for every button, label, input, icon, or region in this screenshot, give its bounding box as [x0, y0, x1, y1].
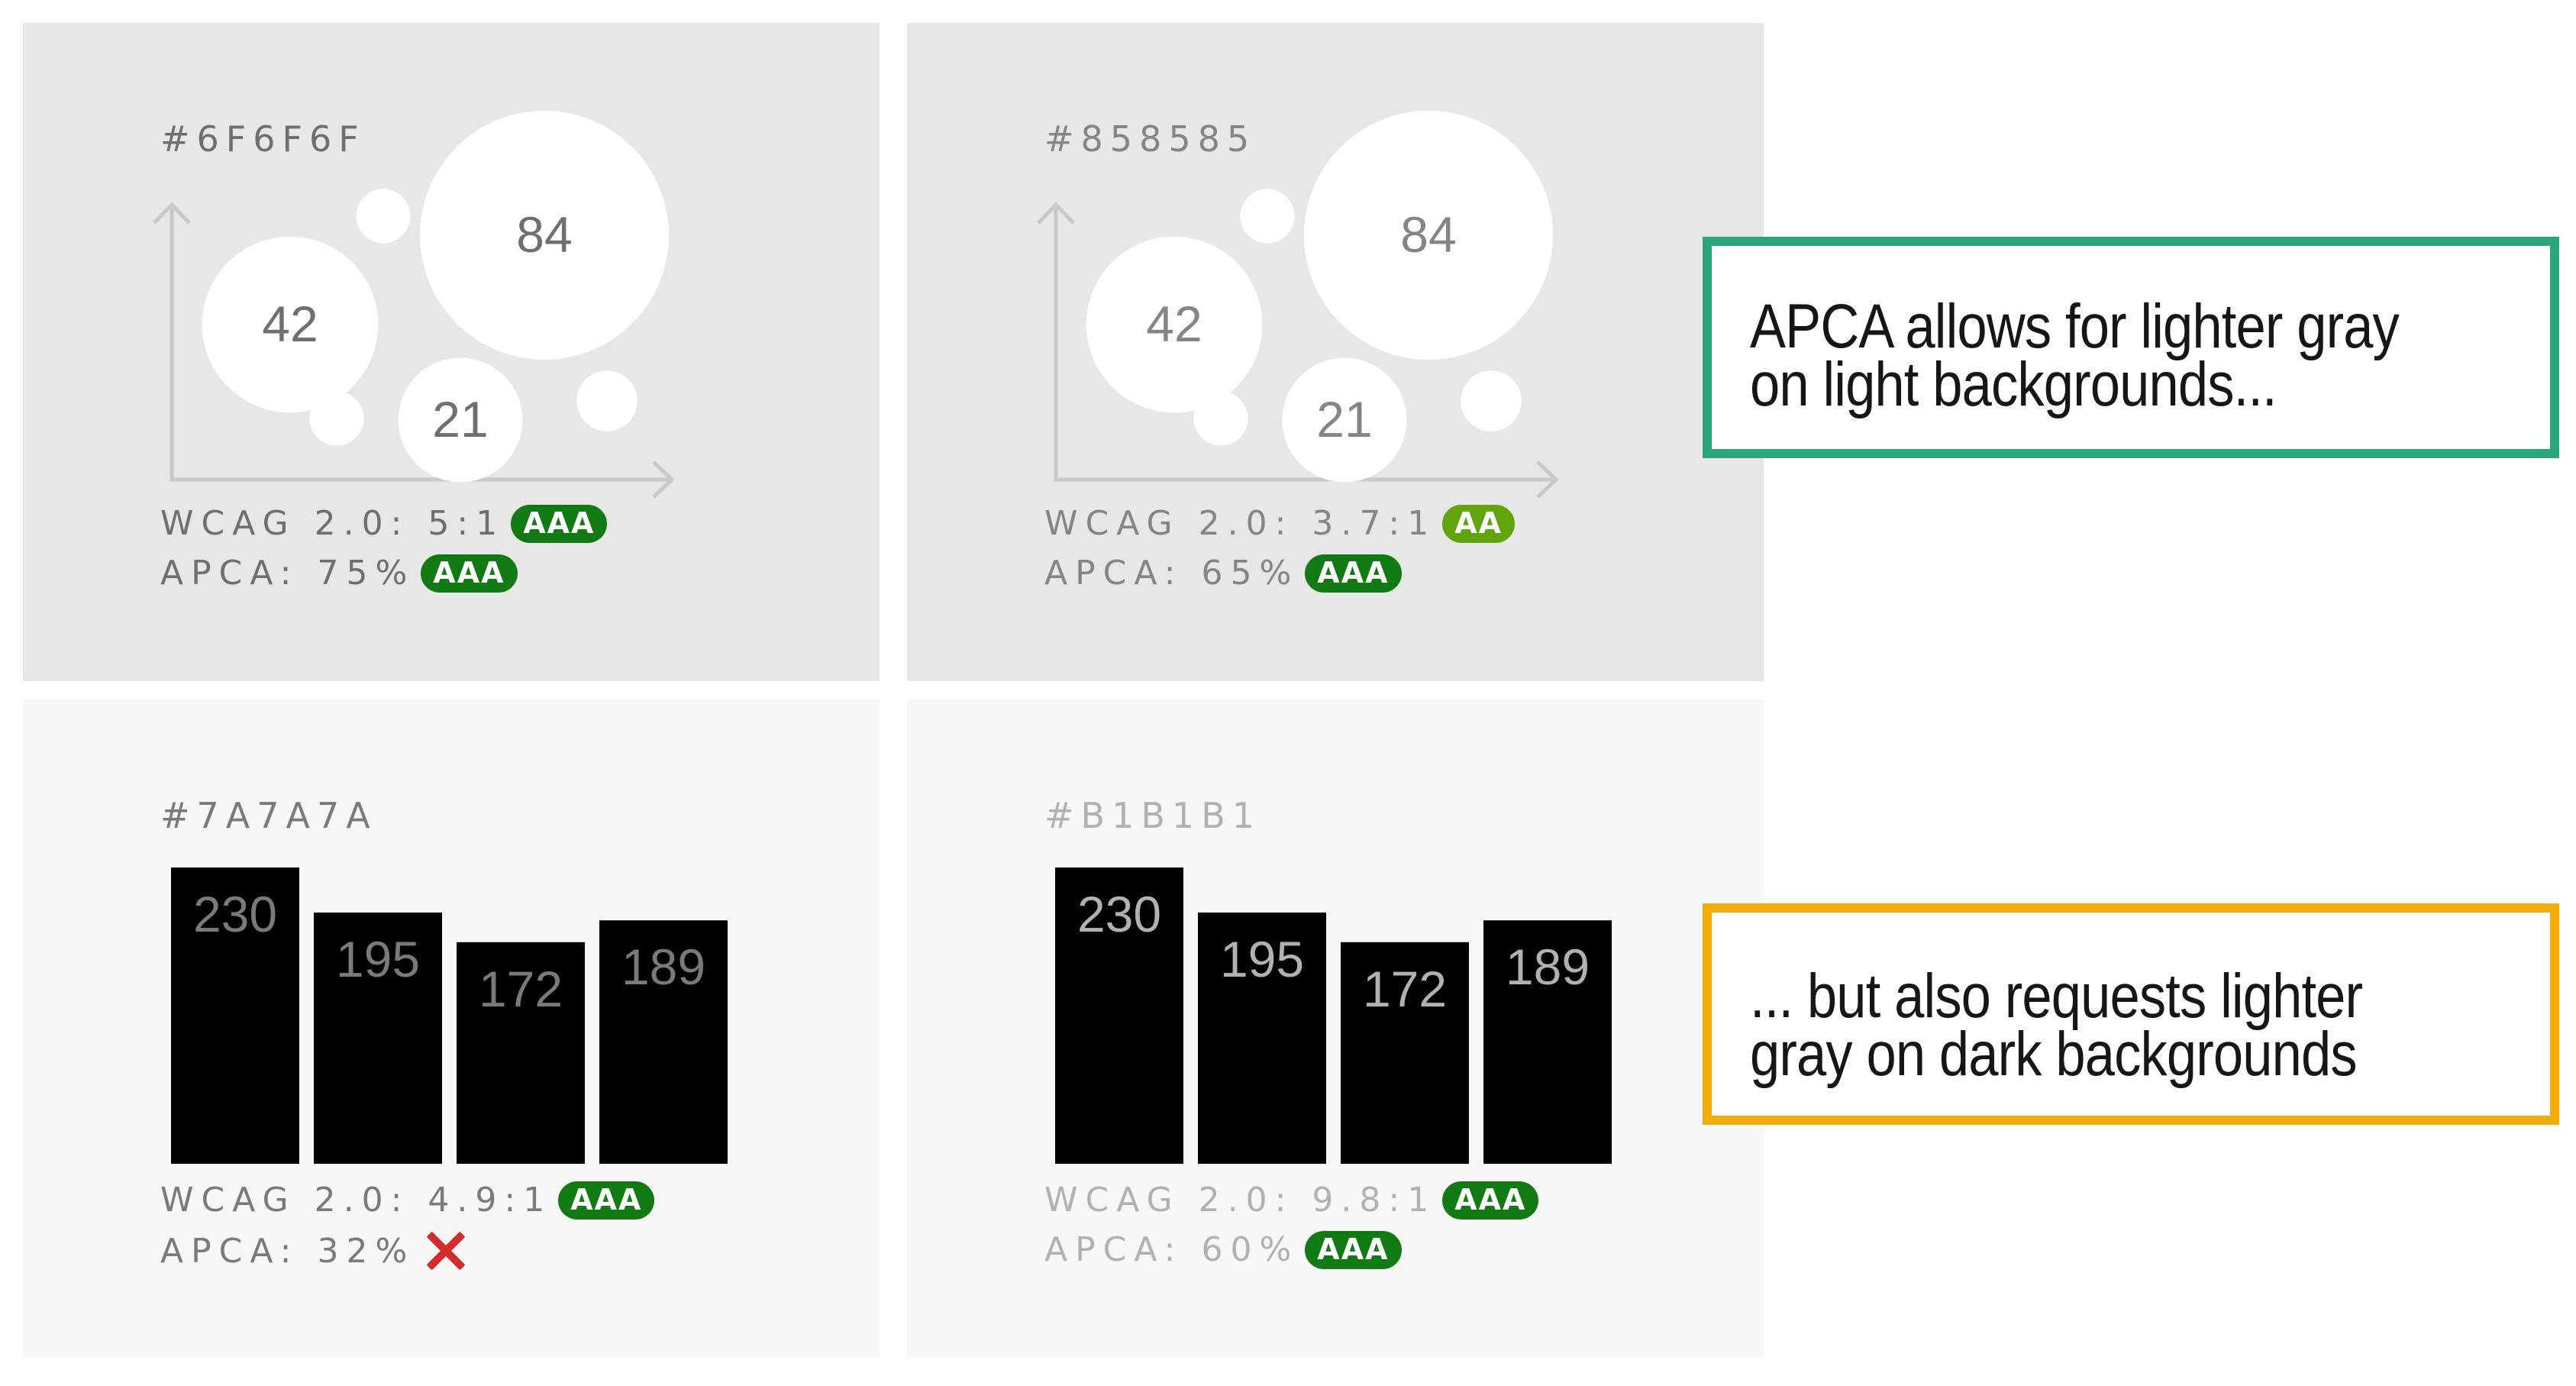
bubble-value-label: 84	[516, 206, 572, 263]
wcag-badge: AAA	[511, 504, 608, 543]
bar	[314, 913, 442, 1164]
bubble-value-label: 84	[1400, 206, 1456, 263]
wcag-badge: AAA	[558, 1181, 655, 1220]
apca-metric: APCA: 32%	[160, 1230, 466, 1271]
callout-line: APCA allows for lighter gray	[1750, 292, 2400, 361]
apca-badge: AAA	[1305, 554, 1402, 593]
wcag-metric: WCAG 2.0: 4.9:1 AAA	[160, 1181, 655, 1220]
apca-label: APCA: 32%	[160, 1231, 415, 1271]
bar-value-label: 195	[336, 931, 420, 987]
bar	[457, 942, 585, 1164]
bar	[1055, 867, 1183, 1164]
bubble-panel-858585: #858585 42 84 21 WCAG 2.0: 3.7:1 AA APCA: …	[907, 23, 1764, 681]
bubble	[202, 236, 379, 413]
bubble	[1086, 236, 1263, 413]
fail-x-icon	[425, 1230, 466, 1271]
bubble	[1282, 357, 1407, 483]
apca-metric: APCA: 65% AAA	[1044, 554, 1402, 593]
y-axis-arrow	[1037, 202, 1075, 225]
wcag-label: WCAG 2.0: 5:1	[160, 504, 505, 543]
bar-value-label: 189	[621, 939, 705, 995]
bubble	[1304, 111, 1553, 360]
bubble	[398, 357, 523, 483]
bubble	[1461, 370, 1522, 431]
bubble	[1193, 391, 1248, 446]
wcag-label: WCAG 2.0: 3.7:1	[1044, 504, 1437, 543]
bar-value-label: 195	[1220, 931, 1304, 987]
bubble-chart: 42 84 21	[153, 111, 675, 499]
apca-metric: APCA: 60% AAA	[1044, 1230, 1402, 1269]
x-axis-arrow	[1536, 460, 1559, 499]
bubble-value-label: 42	[262, 296, 318, 352]
hex-code-label: #7A7A7A	[160, 795, 377, 836]
apca-metric: APCA: 75% AAA	[160, 554, 518, 593]
axis-lines	[1054, 206, 1556, 482]
bubble-value-label: 21	[432, 391, 488, 447]
bar-panel-7a7a7a: #7A7A7A 230 195 172 189 WCAG 2.0: 4.9:1 AAA…	[23, 699, 880, 1358]
bubble-panel-6f6f6f: #6F6F6F 42 84 21 WCAG 2.0: 5:1 AAA APCA: 7…	[23, 23, 880, 681]
callout-text: APCA allows for lighter gray on light ba…	[1750, 292, 2400, 419]
callout-light-backgrounds: APCA allows for lighter gray on light ba…	[1703, 237, 2559, 458]
bubble	[420, 111, 669, 360]
callout-line: gray on dark backgrounds	[1750, 1019, 2358, 1089]
bar	[1198, 913, 1326, 1164]
hex-code-label: #858585	[1044, 118, 1257, 160]
bar	[171, 867, 299, 1164]
wcag-metric: WCAG 2.0: 5:1 AAA	[160, 504, 608, 543]
bar-panel-b1b1b1: #B1B1B1 230 195 172 189 WCAG 2.0: 9.8:1 AAA…	[907, 699, 1764, 1358]
wcag-label: WCAG 2.0: 9.8:1	[1044, 1181, 1437, 1220]
wcag-badge: AAA	[1442, 1181, 1539, 1220]
wcag-metric: WCAG 2.0: 9.8:1 AAA	[1044, 1181, 1539, 1220]
callout-line: on light backgrounds...	[1750, 350, 2277, 419]
bubble-chart: 42 84 21	[1037, 111, 1559, 499]
bar	[1341, 942, 1469, 1164]
bar-chart: 230 195 172 189	[1055, 867, 1612, 1164]
bubble-value-label: 42	[1146, 296, 1202, 352]
bubble	[576, 370, 638, 431]
bar	[1483, 920, 1612, 1164]
bar-value-label: 189	[1506, 939, 1590, 995]
y-axis-arrow	[153, 202, 191, 225]
bar-value-label: 230	[193, 886, 277, 942]
callout-dark-backgrounds: ... but also requests lighter gray on da…	[1703, 903, 2559, 1125]
bar-value-label: 172	[479, 961, 563, 1017]
bar-value-label: 172	[1363, 961, 1447, 1017]
bar-value-label: 230	[1077, 886, 1161, 942]
callout-line: ... but also requests lighter	[1750, 961, 2363, 1031]
axis-lines	[169, 206, 672, 482]
hex-code-label: #B1B1B1	[1044, 795, 1262, 836]
callout-text: ... but also requests lighter gray on da…	[1750, 961, 2363, 1089]
wcag-label: WCAG 2.0: 4.9:1	[160, 1181, 553, 1220]
hex-code-label: #6F6F6F	[160, 118, 366, 160]
x-axis-arrow	[652, 460, 675, 499]
bubble-value-label: 21	[1316, 391, 1372, 447]
bubble	[309, 391, 364, 446]
apca-badge: AAA	[421, 554, 518, 593]
apca-label: APCA: 60%	[1044, 1230, 1299, 1269]
bubble	[1240, 189, 1295, 244]
wcag-metric: WCAG 2.0: 3.7:1 AA	[1044, 504, 1516, 543]
apca-badge: AAA	[1305, 1230, 1402, 1269]
wcag-badge: AA	[1442, 504, 1516, 543]
bar-chart: 230 195 172 189	[171, 867, 728, 1164]
bubble	[356, 189, 411, 244]
apca-label: APCA: 65%	[1044, 554, 1299, 593]
apca-label: APCA: 75%	[160, 554, 415, 593]
bar	[599, 920, 728, 1164]
